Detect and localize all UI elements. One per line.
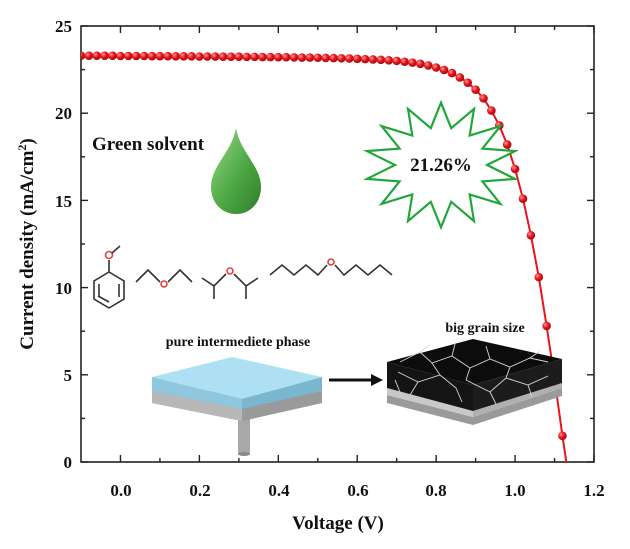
data-point xyxy=(84,51,94,60)
x-tick-label: 1.2 xyxy=(583,481,604,500)
y-tick-label: 20 xyxy=(55,104,72,123)
data-point xyxy=(242,52,252,62)
data-point xyxy=(392,56,401,66)
data-point xyxy=(234,52,244,61)
pce-starburst-icon xyxy=(362,99,520,231)
data-point xyxy=(163,51,173,61)
data-point xyxy=(266,52,275,62)
data-point xyxy=(313,53,323,63)
big-grain-film-illustration xyxy=(387,339,562,425)
dibutyl-ether-molecule-icon xyxy=(269,258,393,277)
data-point xyxy=(108,51,117,60)
y-tick-label: 25 xyxy=(55,17,72,36)
data-point xyxy=(463,78,473,87)
data-point xyxy=(534,272,544,282)
y-tick-label: 10 xyxy=(55,279,72,298)
y-axis-title-sup: 2 xyxy=(15,145,29,151)
data-point xyxy=(518,194,528,203)
data-point xyxy=(147,51,157,61)
data-point xyxy=(131,51,141,61)
data-point xyxy=(479,94,488,103)
jv-curve-line xyxy=(81,54,568,462)
data-point xyxy=(574,536,583,545)
data-point xyxy=(558,431,567,441)
anisole-molecule-icon xyxy=(93,245,125,309)
left-film-caption: pure intermediete phase xyxy=(166,335,310,350)
data-point xyxy=(321,53,330,63)
data-point xyxy=(337,53,346,63)
data-point xyxy=(179,52,188,61)
data-point xyxy=(447,68,457,78)
data-point xyxy=(455,73,465,82)
data-point xyxy=(124,51,133,61)
data-point xyxy=(155,51,165,61)
data-point xyxy=(297,53,307,62)
data-point xyxy=(352,54,362,64)
diisopropyl-ether-molecule-icon xyxy=(201,267,259,299)
data-point xyxy=(423,61,433,70)
data-point xyxy=(368,55,378,64)
data-point xyxy=(542,321,551,331)
transition-arrow-icon xyxy=(329,374,383,386)
x-axis-title: Voltage (V) xyxy=(292,513,384,534)
y-tick-label: 15 xyxy=(55,192,72,211)
x-tick-label: 0.8 xyxy=(425,481,446,500)
data-point xyxy=(171,52,181,61)
x-tick-label: 0.4 xyxy=(268,481,290,500)
x-tick-label: 1.0 xyxy=(504,481,525,500)
data-point xyxy=(345,54,354,63)
x-tick-label: 0.0 xyxy=(110,481,131,500)
data-point xyxy=(471,85,480,94)
data-point xyxy=(376,55,386,65)
data-point xyxy=(210,52,220,61)
data-point xyxy=(502,140,512,149)
data-point xyxy=(487,106,496,115)
data-point xyxy=(408,58,417,67)
data-point xyxy=(416,59,425,69)
y-axis-title-main: Current density (mA/cm xyxy=(17,150,38,349)
x-tick-label: 0.6 xyxy=(347,481,368,500)
data-point xyxy=(526,230,536,240)
data-point xyxy=(439,65,449,75)
data-point xyxy=(100,51,109,60)
data-point xyxy=(274,52,283,62)
right-film-caption: big grain size xyxy=(445,321,524,336)
data-point xyxy=(566,484,575,493)
data-point xyxy=(384,56,394,65)
data-point xyxy=(289,53,299,62)
intermediate-film-illustration xyxy=(152,357,322,456)
data-point xyxy=(305,53,315,62)
y-tick-label: 5 xyxy=(64,366,73,385)
data-point xyxy=(116,51,125,61)
ether-molecule-icon xyxy=(135,268,193,288)
pce-value: 21.26% xyxy=(410,155,472,176)
green-solvent-label: Green solvent xyxy=(92,134,205,155)
data-point xyxy=(187,52,196,61)
data-point xyxy=(195,52,204,61)
solvent-drop-icon xyxy=(211,128,261,214)
data-point xyxy=(139,51,149,61)
data-point xyxy=(258,52,267,62)
x-tick-label: 0.2 xyxy=(189,481,210,500)
data-point xyxy=(329,53,338,63)
data-point xyxy=(250,52,259,62)
data-point xyxy=(510,164,520,174)
data-point xyxy=(400,57,409,67)
data-point xyxy=(81,51,86,60)
x-tick-labels: 0.0 0.2 0.4 0.6 0.8 1.0 1.2 xyxy=(110,481,604,500)
jv-curve-points xyxy=(81,51,583,545)
data-point xyxy=(92,51,102,60)
y-tick-label: 0 xyxy=(64,453,73,472)
axis-ticks xyxy=(81,25,595,463)
y-axis-title-end: ) xyxy=(17,138,38,144)
data-point xyxy=(281,52,291,62)
y-axis-title: Current density (mA/cm2) xyxy=(15,138,38,349)
data-point xyxy=(360,54,370,64)
data-point xyxy=(431,63,441,72)
y-tick-labels: 0 5 10 15 20 25 xyxy=(55,17,72,472)
data-point xyxy=(202,52,212,61)
data-point xyxy=(226,52,236,61)
data-point xyxy=(218,52,228,61)
